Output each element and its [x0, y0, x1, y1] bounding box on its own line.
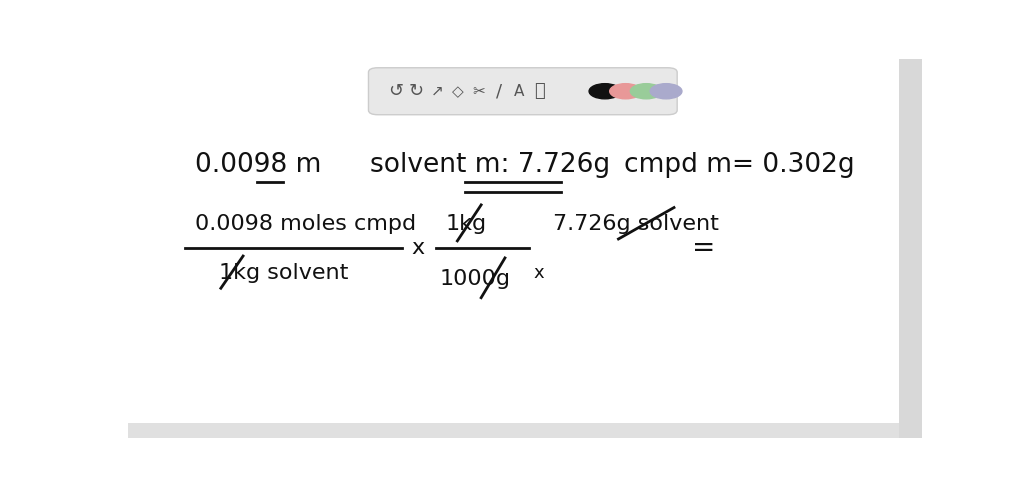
Circle shape [650, 84, 682, 99]
FancyBboxPatch shape [369, 68, 677, 115]
Text: ⬜: ⬜ [535, 82, 545, 100]
Text: ◇: ◇ [453, 84, 464, 99]
Text: x: x [411, 239, 424, 258]
Text: 0.0098 moles cmpd: 0.0098 moles cmpd [196, 214, 417, 234]
Text: 1kg: 1kg [445, 214, 486, 234]
Text: x: x [534, 264, 545, 282]
Text: 1kg solvent: 1kg solvent [219, 263, 348, 283]
Text: /: / [497, 82, 503, 100]
Text: ↗: ↗ [431, 84, 443, 99]
Bar [128, 424, 899, 438]
Text: 7.726g solvent: 7.726g solvent [553, 214, 719, 234]
Text: 1000g: 1000g [440, 269, 511, 289]
Text: solvent m: 7.726g: solvent m: 7.726g [370, 152, 610, 178]
Text: cmpd m= 0.302g: cmpd m= 0.302g [624, 152, 855, 178]
Text: ✂: ✂ [472, 84, 485, 99]
Text: ↺: ↺ [388, 82, 403, 100]
Circle shape [589, 84, 621, 99]
Circle shape [609, 84, 641, 99]
Circle shape [631, 84, 663, 99]
Text: A: A [514, 84, 524, 99]
Text: ↻: ↻ [409, 82, 424, 100]
Text: =: = [691, 235, 715, 262]
Bar [899, 59, 922, 438]
Text: 0.0098 m: 0.0098 m [196, 152, 322, 178]
